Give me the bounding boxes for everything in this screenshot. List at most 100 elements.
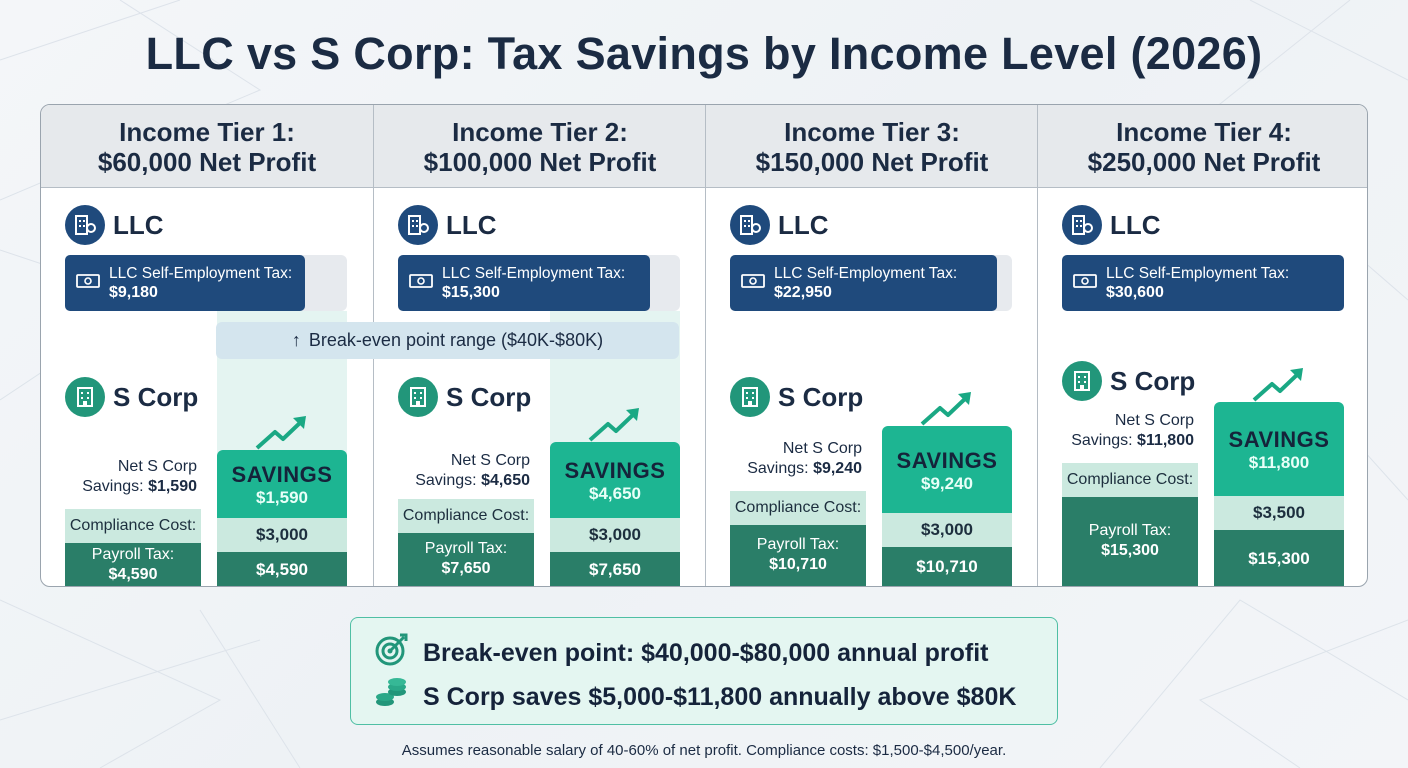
payroll-value-left: $15,300	[1101, 542, 1159, 559]
tier-heading: Income Tier 3: $150,000 Net Profit	[706, 117, 1038, 177]
net-savings-text: Net S Corp Savings: $9,240	[692, 439, 862, 479]
net-savings-value: $11,800	[1137, 432, 1194, 449]
summary-line-breakeven: Break-even point: $40,000-$80,000 annual…	[373, 632, 989, 675]
llc-se-tax-value: $30,600	[1106, 284, 1164, 301]
tier-profit: $150,000 Net Profit	[755, 147, 989, 177]
llc-building-icon	[730, 205, 770, 245]
llc-se-tax-bar: LLC Self-Employment Tax: $22,950	[730, 255, 997, 311]
left-payroll-box: Payroll Tax: $10,710	[730, 525, 866, 586]
tier-name: Income Tier 1:	[119, 117, 295, 147]
tier-heading: Income Tier 1: $60,000 Net Profit	[41, 117, 373, 177]
payroll-caption: Payroll Tax:	[424, 540, 508, 557]
coins-icon	[373, 676, 409, 719]
llc-building-icon	[1062, 205, 1102, 245]
scorp-entity: S Corp	[398, 377, 531, 417]
savings-value: $9,240	[921, 473, 973, 493]
savings-value: $1,590	[256, 488, 308, 507]
savings-label: SAVINGS	[1228, 427, 1330, 453]
cash-icon	[408, 272, 434, 295]
left-payroll-box: Payroll Tax: $4,590	[65, 543, 201, 586]
savings-bar: SAVINGS $4,650	[550, 442, 680, 518]
payroll-bar: $7,650	[550, 552, 680, 586]
chart-title: LLC vs S Corp: Tax Savings by Income Lev…	[145, 28, 1263, 79]
net-savings-value: $4,650	[481, 472, 530, 489]
llc-se-tax-value: $15,300	[442, 284, 500, 301]
tier-name: Income Tier 2:	[452, 117, 628, 147]
compliance-caption: Compliance Cost:	[69, 517, 197, 534]
summary-breakeven-text: Break-even point: $40,000-$80,000 annual…	[423, 639, 989, 667]
llc-se-tax-bar: LLC Self-Employment Tax: $30,600	[1062, 255, 1344, 311]
compliance-bar: $3,500	[1214, 495, 1344, 530]
llc-bar-label: LLC Self-Employment Tax:	[442, 265, 626, 282]
net-savings-caption-2: Savings:	[1071, 432, 1133, 449]
compliance-value: $3,000	[589, 525, 641, 544]
savings-value: $4,650	[589, 484, 641, 504]
net-savings-text: Net S Corp Savings: $1,590	[41, 457, 197, 497]
scorp-building-icon	[730, 377, 770, 417]
left-compliance-box: Compliance Cost:	[730, 491, 866, 525]
tier-header-strip	[41, 105, 1367, 188]
llc-se-tax-bar: LLC Self-Employment Tax: $9,180	[65, 255, 305, 311]
llc-label: LLC	[778, 209, 829, 240]
payroll-value: $4,590	[256, 560, 308, 579]
summary-line-savings: S Corp saves $5,000-$11,800 annually abo…	[373, 676, 1016, 719]
scorp-building-icon	[398, 377, 438, 417]
trend-up-arrow-icon	[918, 388, 978, 433]
comparison-panel: Income Tier 1: $60,000 Net Profit LLC LL…	[40, 104, 1368, 587]
llc-label: LLC	[113, 209, 164, 240]
left-compliance-box: Compliance Cost:	[1062, 463, 1198, 497]
tier-heading: Income Tier 2: $100,000 Net Profit	[374, 117, 706, 177]
breakeven-range-label: Break-even point range ($40K-$80K)	[308, 330, 604, 350]
net-savings-caption-1: Net S Corp	[1114, 412, 1194, 429]
payroll-value-left: $4,590	[108, 566, 158, 583]
payroll-bar: $10,710	[882, 547, 1012, 586]
net-savings-text: Net S Corp Savings: $4,650	[360, 451, 530, 491]
savings-label: SAVINGS	[231, 462, 333, 487]
savings-label: SAVINGS	[564, 458, 666, 484]
scorp-label: S Corp	[113, 381, 199, 412]
llc-bar-label: LLC Self-Employment Tax:	[1106, 265, 1290, 282]
payroll-caption: Payroll Tax:	[756, 536, 840, 553]
llc-label: LLC	[1110, 209, 1161, 240]
target-icon	[373, 632, 409, 675]
scorp-label: S Corp	[446, 381, 532, 412]
llc-bar-label: LLC Self-Employment Tax:	[774, 265, 958, 282]
summary-savings-text: S Corp saves $5,000-$11,800 annually abo…	[423, 683, 1017, 711]
left-payroll-box: Payroll Tax: $15,300	[1062, 497, 1198, 586]
arrow-up-icon: ↑	[291, 330, 301, 350]
tier-column-4: Income Tier 4: $250,000 Net Profit LLC L…	[1037, 105, 1367, 586]
left-compliance-box: Compliance Cost:	[65, 509, 201, 543]
breakeven-range-band: ↑ Break-even point range ($40K-$80K)	[216, 322, 679, 359]
net-savings-caption-1: Net S Corp	[782, 440, 862, 457]
scorp-label: S Corp	[778, 381, 864, 412]
llc-building-icon	[398, 205, 438, 245]
compliance-caption: Compliance Cost:	[1066, 471, 1194, 488]
savings-bar: SAVINGS $1,590	[217, 450, 347, 518]
savings-label: SAVINGS	[896, 447, 998, 473]
net-savings-value: $1,590	[148, 478, 197, 495]
payroll-bar: $15,300	[1214, 529, 1344, 586]
scorp-entity: S Corp	[730, 377, 863, 417]
trend-up-arrow-icon	[1250, 364, 1310, 409]
scorp-entity: S Corp	[1062, 361, 1195, 401]
compliance-value: $3,500	[1253, 502, 1305, 522]
compliance-bar: $3,000	[550, 518, 680, 552]
left-compliance-box: Compliance Cost:	[398, 499, 534, 533]
payroll-bar: $4,590	[217, 552, 347, 586]
cash-icon	[1072, 272, 1098, 295]
llc-entity: LLC	[1062, 205, 1161, 245]
compliance-bar: $3,000	[217, 518, 347, 552]
payroll-value-left: $10,710	[769, 556, 827, 573]
net-savings-value: $9,240	[813, 460, 862, 477]
trend-up-arrow-icon	[253, 412, 313, 457]
tier-name: Income Tier 4:	[1116, 117, 1292, 147]
scorp-building-icon	[1062, 361, 1102, 401]
scorp-entity: S Corp	[65, 377, 198, 417]
savings-bar: SAVINGS $11,800	[1214, 402, 1344, 496]
payroll-value: $10,710	[916, 557, 978, 577]
tier-heading: Income Tier 4: $250,000 Net Profit	[1038, 117, 1367, 177]
net-savings-text: Net S Corp Savings: $11,800	[1024, 411, 1194, 451]
scorp-label: S Corp	[1110, 365, 1196, 396]
llc-entity: LLC	[398, 205, 497, 245]
compliance-value: $3,000	[256, 525, 308, 544]
